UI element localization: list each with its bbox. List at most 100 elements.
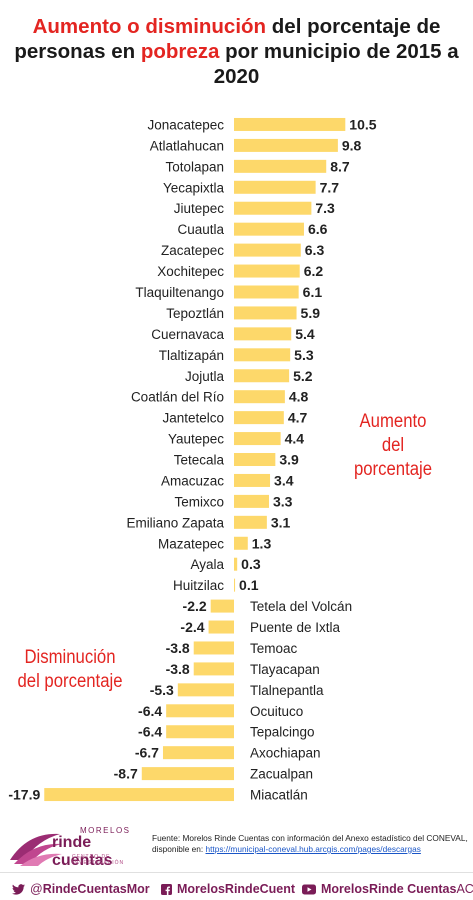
bar <box>234 515 267 529</box>
data-label: 3.3 <box>273 493 293 509</box>
data-label: -2.4 <box>180 619 204 635</box>
category-label: Axochiapan <box>250 746 321 761</box>
data-label: 6.1 <box>303 284 323 300</box>
bar <box>177 683 234 697</box>
category-label: Huitzilac <box>173 578 224 593</box>
bar <box>234 453 276 467</box>
bar <box>234 201 312 215</box>
bar <box>193 641 234 655</box>
source-note: Fuente: Morelos Rinde Cuentas con inform… <box>152 833 470 855</box>
data-label: -6.4 <box>138 724 162 740</box>
category-label: Cuautla <box>177 222 224 237</box>
bar <box>44 788 235 802</box>
data-label: -3.8 <box>166 640 190 656</box>
category-label: Jojutla <box>185 369 225 384</box>
title-text-2: por municipio de 2015 a 2020 <box>213 40 459 88</box>
data-label: 7.3 <box>315 200 335 216</box>
footer-divider <box>0 872 473 873</box>
data-label: -8.7 <box>114 766 138 782</box>
bar <box>208 620 234 634</box>
bar <box>234 369 290 383</box>
category-label: Tetela del Volcán <box>250 599 352 614</box>
category-label: Jiutepec <box>174 201 225 216</box>
category-label: Xochitepec <box>157 264 224 279</box>
bar <box>234 494 269 508</box>
annotation-increase: Aumento del porcentaje <box>353 411 433 480</box>
category-label: Zacatepec <box>161 243 224 258</box>
bar <box>166 725 234 739</box>
bar <box>234 306 297 320</box>
data-label: -2.2 <box>183 598 207 614</box>
title-text-1: del porcentaje de personas en <box>14 15 441 63</box>
category-label: Temoac <box>250 641 298 656</box>
category-label: Mazatepec <box>158 536 224 551</box>
data-label: 6.6 <box>308 221 328 237</box>
category-label: Totolapan <box>165 159 224 174</box>
data-label: -6.4 <box>138 703 162 719</box>
bar <box>234 578 236 592</box>
bar <box>141 767 234 781</box>
category-label: Amacuzac <box>161 473 224 488</box>
bar <box>234 138 338 152</box>
twitter-light: Mor <box>126 882 150 896</box>
data-label: -17.9 <box>8 787 40 803</box>
twitter-handle[interactable]: @ RindeCuentas Mor <box>12 880 150 898</box>
bar <box>234 557 238 571</box>
data-label: 4.7 <box>288 410 308 426</box>
bar <box>234 327 292 341</box>
youtube-bold: Morelos <box>321 882 369 896</box>
bar <box>210 599 234 613</box>
category-label: Temixco <box>174 494 224 509</box>
category-label: Tlaquiltenango <box>135 285 224 300</box>
data-label: -5.3 <box>150 682 174 698</box>
bar <box>234 285 299 299</box>
category-label: Jantetelco <box>162 411 224 426</box>
bar <box>234 390 285 404</box>
category-label: Miacatlán <box>250 788 308 803</box>
data-label: 4.4 <box>285 431 305 447</box>
category-label: Cuernavaca <box>151 327 224 342</box>
youtube-channel[interactable]: Morelos Rinde Cuentas AC <box>302 880 473 898</box>
category-label: Zacualpan <box>250 767 313 782</box>
data-label: 3.4 <box>274 472 294 488</box>
bar <box>166 704 234 718</box>
source-prefix: disponible en: <box>152 844 206 854</box>
data-label: 0.3 <box>241 556 261 572</box>
bar <box>234 180 316 194</box>
category-label: Tetecala <box>174 453 225 468</box>
bar <box>234 243 301 257</box>
bar <box>234 432 281 446</box>
category-label: Jonacatepec <box>147 117 224 132</box>
category-label: Ayala <box>190 557 224 572</box>
data-label: 3.9 <box>279 452 299 468</box>
facebook-handle[interactable]: MorelosRindeCuent <box>161 880 295 898</box>
bar-chart: 10.5 Jonacatepec 9.8 Atlatlahucan 8.7 Totolap… <box>8 116 376 803</box>
logo-mark-icon <box>10 833 62 866</box>
title-highlight-2: pobreza <box>140 40 220 63</box>
category-label: Tlaltizapán <box>159 348 224 363</box>
category-label: Tlayacapan <box>250 662 320 677</box>
category-label: Atlatlahucan <box>150 138 224 153</box>
data-label: -3.8 <box>166 661 190 677</box>
source-link[interactable]: https://municipal-coneval.hub.arcgis.com… <box>205 844 421 854</box>
data-label: 3.1 <box>271 514 291 530</box>
data-label: 6.2 <box>304 263 324 279</box>
bar <box>234 348 291 362</box>
facebook-text: MorelosRindeCuent <box>177 882 296 896</box>
source-line-1: Fuente: Morelos Rinde Cuentas con inform… <box>152 833 468 843</box>
bar <box>234 536 248 550</box>
logo-main-text: rinde cuentas <box>52 834 113 869</box>
bar <box>234 411 284 425</box>
category-label: Tepoztlán <box>166 306 224 321</box>
data-label: 5.3 <box>294 347 314 363</box>
category-label: Coatlán del Río <box>131 390 224 405</box>
twitter-bold: RindeCuentas <box>42 882 127 896</box>
bar <box>234 264 300 278</box>
youtube-icon <box>302 884 316 894</box>
data-label: 4.8 <box>289 389 309 405</box>
category-label: Yecapixtla <box>163 180 225 195</box>
data-label: 0.1 <box>239 577 259 593</box>
data-label: -6.7 <box>135 745 159 761</box>
data-label: 5.9 <box>301 305 321 321</box>
title-highlight-1: Aumento o disminución <box>32 15 267 38</box>
